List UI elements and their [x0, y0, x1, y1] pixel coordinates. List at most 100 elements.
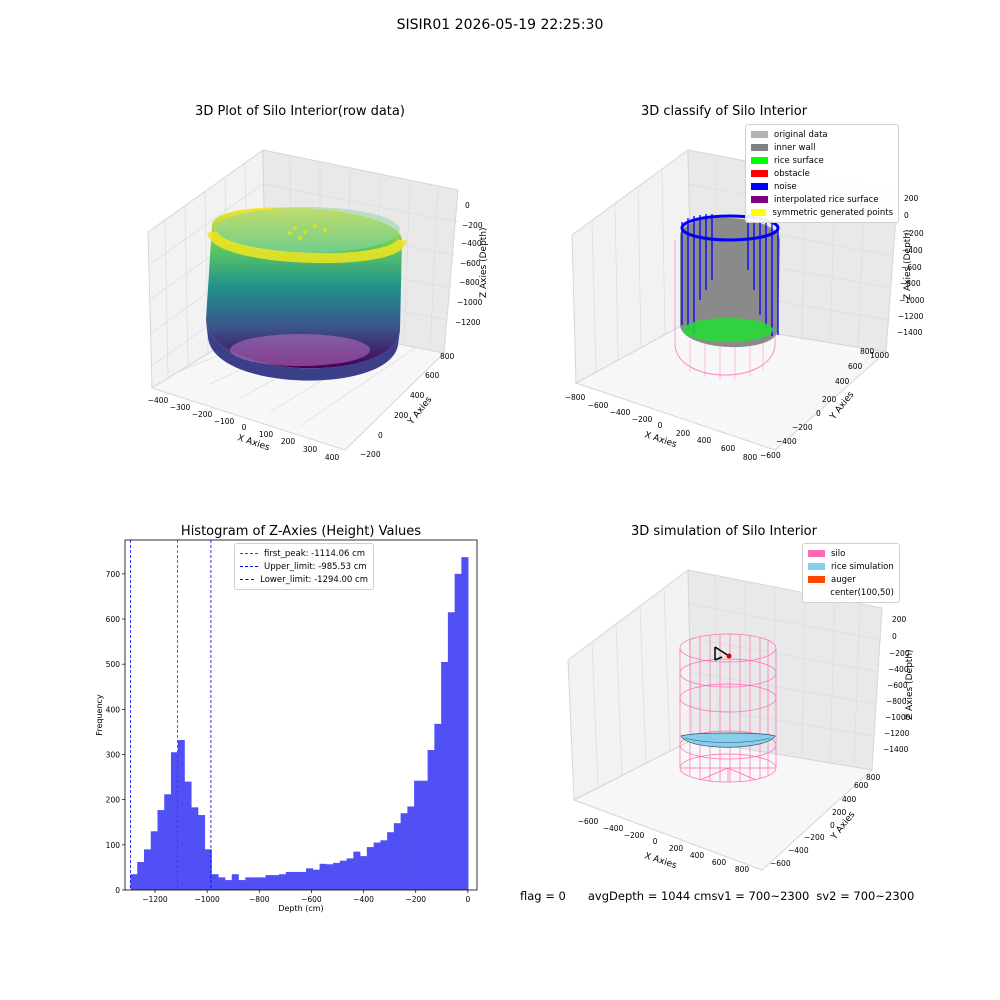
sim3d-ytick: −400: [788, 846, 809, 855]
raw3d-zlabel: Z Axies (Depth): [479, 227, 489, 298]
raw3d-ytick: 0: [378, 431, 383, 440]
classify3d-cloud: [674, 214, 780, 380]
sim3d-ytick: −200: [804, 833, 825, 842]
hist-bar: [299, 871, 307, 890]
raw3d-title: 3D Plot of Silo Interior(row data): [195, 104, 405, 119]
classify3d-ztick: −800: [900, 279, 921, 288]
raw3d-ztick: −1200: [455, 318, 481, 327]
classify3d-xtick: 0: [658, 421, 663, 430]
raw3d-ytick: 800: [440, 352, 455, 361]
classify3d-ytick: −200: [792, 423, 813, 432]
hist-bar: [461, 557, 469, 890]
legend-label: Lower_limit: -1294.00 cm: [260, 574, 368, 585]
classify3d-xtick: 800: [743, 453, 758, 462]
sim3d-ztick: −1000: [885, 713, 911, 722]
hist-bar: [326, 864, 334, 890]
sim3d-ytick: −600: [770, 859, 791, 868]
sim3d-xtick: 600: [712, 858, 727, 867]
legend-label: center(100,50): [830, 587, 894, 598]
hist-bar: [143, 849, 152, 890]
hist-xlabel: Depth (cm): [278, 904, 323, 913]
legend-swatch: [751, 131, 768, 138]
hist-bar: [258, 877, 266, 890]
raw3d-xtick: 200: [281, 437, 296, 446]
hist-bar: [312, 869, 320, 890]
classify3d-ztick: 200: [904, 194, 919, 203]
hist-bar: [170, 752, 179, 890]
sim3d-plot: −600 −400 −200 0 200 400 600 800 X Axies…: [567, 569, 915, 874]
hist-vlines: [130, 540, 212, 890]
sv2-text: sv2 = 700~2300: [816, 889, 915, 903]
hist-bar: [279, 874, 287, 890]
sim3d-xtick: 800: [735, 865, 750, 874]
hist-bar: [427, 750, 435, 890]
legend-label: obstacle: [774, 168, 810, 179]
hist-yticks: 0 100 200 300 400 500 600 700: [106, 570, 125, 895]
hist-bar: [387, 832, 395, 890]
hist-legend: first_peak: -1114.06 cm Upper_limit: -98…: [234, 543, 374, 590]
legend-item-interpolated: interpolated rice surface: [751, 193, 893, 206]
legend-label: interpolated rice surface: [774, 194, 879, 205]
sim3d-xlabel: X Axies: [643, 851, 678, 871]
hist-frame: [124, 539, 478, 891]
sim3d-xtick: 200: [669, 844, 684, 853]
hist-bar: [447, 612, 455, 890]
raw3d-ztick: −200: [462, 221, 483, 230]
hist-bar: [346, 858, 354, 890]
legend-item-rice-surface: rice surface: [751, 154, 893, 167]
hist-bar: [441, 661, 449, 890]
hist-bar: [380, 840, 388, 890]
hist-bar: [211, 874, 219, 890]
hist-xtick-label: −1200: [142, 895, 168, 904]
legend-line: [240, 566, 258, 567]
hist-bar: [265, 875, 273, 890]
hist-bar: [191, 807, 199, 890]
classify3d-xtick: −400: [610, 408, 631, 417]
hist-bar: [252, 877, 260, 890]
sim3d-ztick: −800: [886, 697, 907, 706]
hist-xtick-label: −200: [405, 895, 426, 904]
raw3d-ztick: −800: [459, 278, 480, 287]
hist-ytick-label: 100: [106, 841, 121, 850]
hist-bar: [272, 875, 280, 890]
sim3d-ztick: 0: [892, 632, 897, 641]
raw3d-ytick: 400: [410, 391, 425, 400]
hist-bar: [245, 877, 253, 890]
legend-item-noise: noise: [751, 180, 893, 193]
sim3d-ztick: −1400: [883, 745, 909, 754]
legend-item-obstacle: obstacle: [751, 167, 893, 180]
raw3d-xtick: −400: [148, 396, 169, 405]
legend-label: original data: [774, 129, 828, 140]
hist-plot: −1200 −1000 −800 −600 −400 −200 0 0 100 200 300 40…: [95, 539, 478, 913]
raw3d-xtick: 100: [259, 430, 274, 439]
raw3d-xtick: −100: [214, 417, 235, 426]
hist-xticks: −1200 −1000 −800 −600 −400 −200 0: [142, 890, 470, 904]
legend-label: rice simulation: [831, 561, 894, 572]
hist-bar: [333, 862, 341, 890]
hist-ytick-label: 600: [106, 615, 121, 624]
sim3d-box: [567, 569, 883, 871]
hist-bar: [393, 823, 401, 890]
flag-text: flag = 0: [520, 889, 566, 903]
classify3d-ytick: 1000: [870, 351, 889, 360]
classify3d-xtick: 200: [676, 429, 691, 438]
legend-item-auger: auger: [808, 573, 894, 586]
classify3d-xtick: −600: [588, 401, 609, 410]
classify3d-axes: −800 −600 −400 −200 0 200 400 600 800 X …: [565, 194, 925, 462]
classify3d-xlabel: X Axies: [643, 430, 678, 450]
classify3d-ztick: −1000: [899, 296, 925, 305]
sim3d-ztick: −1200: [884, 729, 910, 738]
classify3d-ztick: −400: [902, 246, 923, 255]
legend-label: auger: [831, 574, 856, 585]
legend-item-silo: silo: [808, 547, 894, 560]
legend-swatch: [751, 209, 767, 216]
legend-item-symmetric: symmetric generated points: [751, 206, 893, 219]
auger-icon: [714, 646, 732, 661]
legend-swatch: [808, 550, 825, 557]
legend-line: [240, 579, 255, 580]
hist-bar: [407, 806, 415, 890]
legend-swatch: [751, 144, 768, 151]
hist-xtick-label: −400: [353, 895, 374, 904]
hist-xtick-label: −800: [249, 895, 270, 904]
hist-bar: [366, 847, 374, 890]
